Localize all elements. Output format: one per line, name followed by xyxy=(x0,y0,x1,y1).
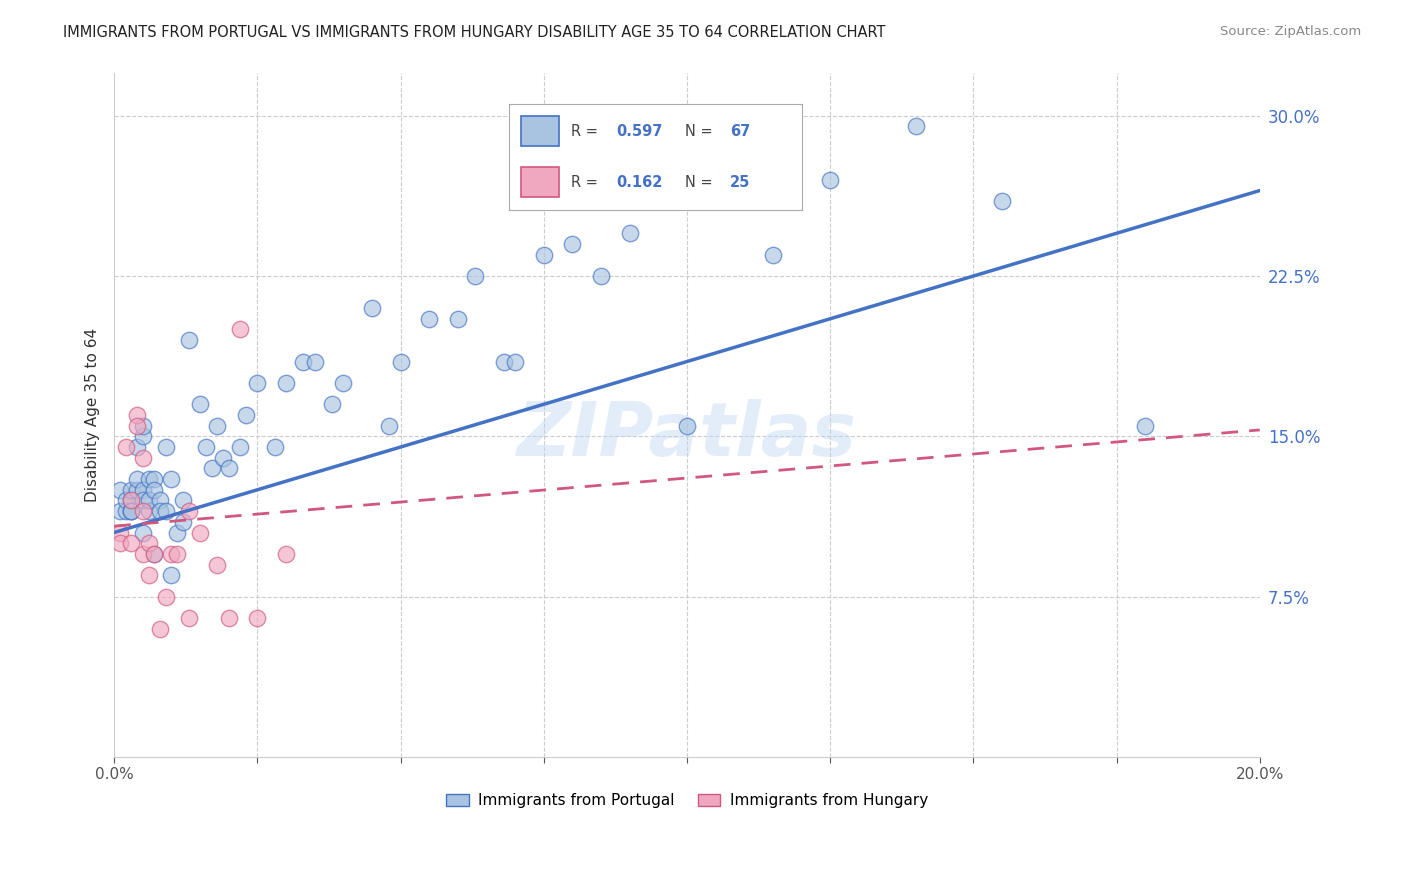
Point xyxy=(143,547,166,561)
Point xyxy=(246,376,269,390)
Point xyxy=(304,354,326,368)
Point xyxy=(166,547,188,561)
Point xyxy=(160,472,183,486)
Point xyxy=(143,472,166,486)
Point xyxy=(172,493,194,508)
Point xyxy=(188,397,211,411)
Point xyxy=(132,450,155,465)
Point xyxy=(361,301,384,315)
Point xyxy=(200,461,222,475)
Point xyxy=(143,547,166,561)
Point xyxy=(188,525,211,540)
Point xyxy=(127,418,149,433)
Point xyxy=(120,483,142,497)
Point xyxy=(389,354,412,368)
Point xyxy=(172,515,194,529)
Point xyxy=(127,483,149,497)
Point xyxy=(132,429,155,443)
Point xyxy=(218,461,240,475)
Point xyxy=(138,536,160,550)
Point xyxy=(149,493,172,508)
Point xyxy=(120,493,142,508)
Point xyxy=(155,440,177,454)
Point xyxy=(120,504,142,518)
Point xyxy=(207,558,229,572)
Point xyxy=(149,622,172,636)
Point xyxy=(132,504,155,518)
Point xyxy=(321,397,343,411)
Point xyxy=(647,173,669,187)
Point xyxy=(274,547,297,561)
Point xyxy=(108,483,131,497)
Point xyxy=(194,440,217,454)
Point xyxy=(229,322,252,336)
Point xyxy=(447,311,470,326)
Point xyxy=(120,536,142,550)
Point xyxy=(418,311,440,326)
Point xyxy=(114,440,136,454)
Point xyxy=(108,525,131,540)
Point xyxy=(246,611,269,625)
Point xyxy=(263,440,285,454)
Point xyxy=(132,483,155,497)
Point xyxy=(619,227,641,241)
Point xyxy=(132,547,155,561)
Point xyxy=(464,268,486,283)
Y-axis label: Disability Age 35 to 64: Disability Age 35 to 64 xyxy=(86,328,100,502)
Point xyxy=(177,333,200,347)
Point xyxy=(127,408,149,422)
Point xyxy=(127,440,149,454)
Legend: Immigrants from Portugal, Immigrants from Hungary: Immigrants from Portugal, Immigrants fro… xyxy=(440,787,934,814)
Point xyxy=(207,418,229,433)
Point xyxy=(138,568,160,582)
Point xyxy=(503,354,526,368)
Point xyxy=(762,247,785,261)
Point xyxy=(127,472,149,486)
Text: ZIPatlas: ZIPatlas xyxy=(517,399,858,472)
Point xyxy=(177,504,200,518)
Point xyxy=(218,611,240,625)
Point xyxy=(905,120,928,134)
Point xyxy=(114,493,136,508)
Point xyxy=(120,504,142,518)
Point xyxy=(138,504,160,518)
Point xyxy=(108,504,131,518)
Point xyxy=(991,194,1014,209)
Point xyxy=(292,354,315,368)
Point xyxy=(533,247,555,261)
Point xyxy=(132,525,155,540)
Point xyxy=(160,568,183,582)
Text: IMMIGRANTS FROM PORTUGAL VS IMMIGRANTS FROM HUNGARY DISABILITY AGE 35 TO 64 CORR: IMMIGRANTS FROM PORTUGAL VS IMMIGRANTS F… xyxy=(63,25,886,40)
Point xyxy=(166,525,188,540)
Point xyxy=(589,268,612,283)
Point xyxy=(138,472,160,486)
Point xyxy=(177,611,200,625)
Point xyxy=(212,450,235,465)
Point xyxy=(332,376,354,390)
Point xyxy=(160,547,183,561)
Point xyxy=(274,376,297,390)
Point xyxy=(132,418,155,433)
Point xyxy=(235,408,257,422)
Point xyxy=(561,237,583,252)
Text: Source: ZipAtlas.com: Source: ZipAtlas.com xyxy=(1220,25,1361,38)
Point xyxy=(120,493,142,508)
Point xyxy=(143,483,166,497)
Point xyxy=(149,504,172,518)
Point xyxy=(155,590,177,604)
Point xyxy=(378,418,401,433)
Point xyxy=(676,418,699,433)
Point xyxy=(492,354,515,368)
Point xyxy=(818,173,841,187)
Point xyxy=(1133,418,1156,433)
Point xyxy=(229,440,252,454)
Point xyxy=(138,493,160,508)
Point xyxy=(132,493,155,508)
Point xyxy=(120,504,142,518)
Point xyxy=(114,504,136,518)
Point xyxy=(155,504,177,518)
Point xyxy=(108,536,131,550)
